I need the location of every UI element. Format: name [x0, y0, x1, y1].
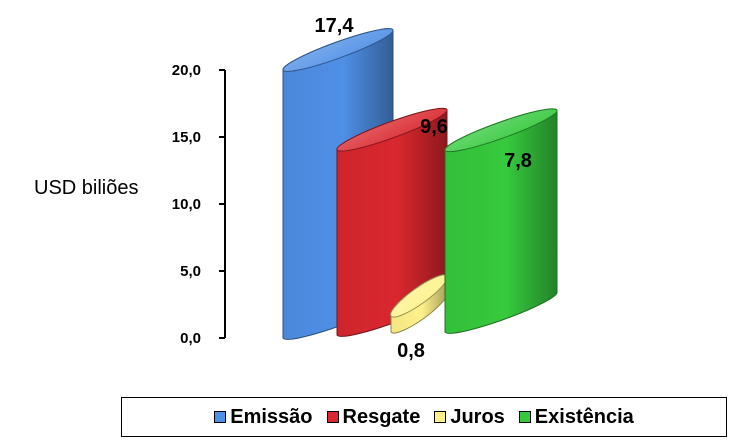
y-tick-label: 0,0 — [180, 330, 201, 347]
bar-resgate — [336, 107, 448, 337]
legend-item: Emissão — [214, 405, 313, 429]
legend-label: Existência — [534, 405, 634, 428]
legend-label: Emissão — [230, 405, 313, 428]
bar-top — [444, 108, 558, 153]
chart: 0,0 5,0 10,0 15,0 20,0 USD biliões 17,4 9,6 0,8 7… — [34, 15, 558, 362]
legend-swatch — [214, 411, 227, 423]
legend: Emissão Resgate Juros Existência — [121, 397, 727, 437]
legend-label: Resgate — [342, 405, 421, 428]
legend-item: Resgate — [326, 405, 421, 429]
legend-swatch — [326, 411, 339, 423]
legend-item: Juros — [434, 405, 505, 429]
legend-label: Juros — [450, 405, 505, 428]
legend-item: Existência — [518, 405, 634, 429]
data-label: 7,8 — [504, 150, 532, 172]
y-axis-label: USD biliões — [34, 177, 138, 199]
legend-swatch — [518, 411, 531, 423]
data-label: 0,8 — [397, 340, 425, 362]
y-tick-label: 20,0 — [172, 62, 201, 79]
bar-top — [336, 107, 448, 152]
y-tick-label: 10,0 — [172, 196, 201, 213]
data-label: 9,6 — [420, 116, 448, 138]
bar-top — [282, 28, 394, 72]
data-label: 17,4 — [315, 15, 355, 37]
y-tick-label: 5,0 — [180, 263, 201, 280]
y-tick-label: 15,0 — [172, 129, 201, 146]
bar-existência — [444, 108, 558, 334]
legend-swatch — [434, 411, 447, 423]
